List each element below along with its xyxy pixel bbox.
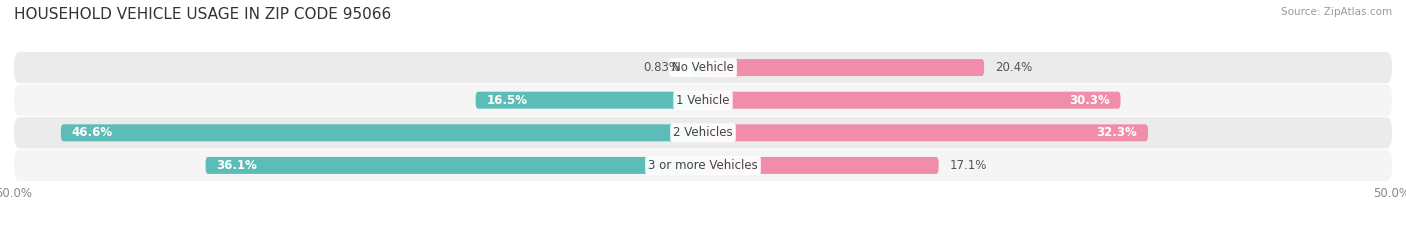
Text: HOUSEHOLD VEHICLE USAGE IN ZIP CODE 95066: HOUSEHOLD VEHICLE USAGE IN ZIP CODE 9506…: [14, 7, 391, 22]
FancyBboxPatch shape: [703, 59, 984, 76]
Text: 16.5%: 16.5%: [486, 94, 527, 107]
Text: 2 Vehicles: 2 Vehicles: [673, 126, 733, 139]
Text: 1 Vehicle: 1 Vehicle: [676, 94, 730, 107]
FancyBboxPatch shape: [14, 150, 1392, 181]
Text: No Vehicle: No Vehicle: [672, 61, 734, 74]
Text: 0.83%: 0.83%: [644, 61, 681, 74]
FancyBboxPatch shape: [703, 92, 1121, 109]
Text: Source: ZipAtlas.com: Source: ZipAtlas.com: [1281, 7, 1392, 17]
FancyBboxPatch shape: [205, 157, 703, 174]
FancyBboxPatch shape: [14, 117, 1392, 148]
FancyBboxPatch shape: [692, 59, 703, 76]
Text: 46.6%: 46.6%: [72, 126, 112, 139]
Text: 17.1%: 17.1%: [949, 159, 987, 172]
FancyBboxPatch shape: [14, 85, 1392, 116]
Text: 36.1%: 36.1%: [217, 159, 257, 172]
Text: 20.4%: 20.4%: [995, 61, 1032, 74]
FancyBboxPatch shape: [703, 124, 1149, 141]
Text: 32.3%: 32.3%: [1097, 126, 1137, 139]
FancyBboxPatch shape: [703, 157, 939, 174]
FancyBboxPatch shape: [60, 124, 703, 141]
FancyBboxPatch shape: [14, 52, 1392, 83]
FancyBboxPatch shape: [475, 92, 703, 109]
Text: 30.3%: 30.3%: [1069, 94, 1109, 107]
Text: 3 or more Vehicles: 3 or more Vehicles: [648, 159, 758, 172]
